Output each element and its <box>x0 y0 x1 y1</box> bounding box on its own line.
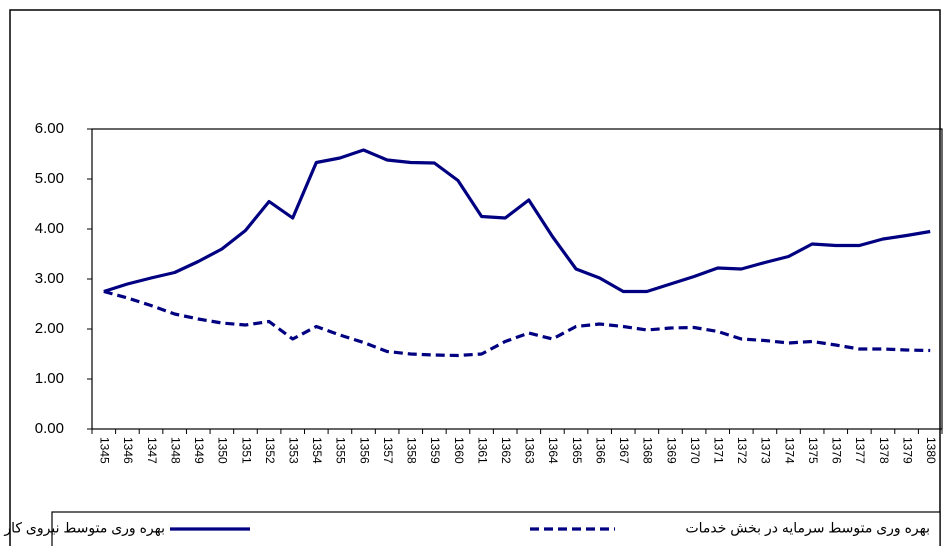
x-tick-label: 1364 <box>546 437 560 464</box>
x-tick-label: 1346 <box>121 437 135 464</box>
x-tick-label: 1370 <box>688 437 702 464</box>
y-tick-label: 5.00 <box>35 170 64 187</box>
x-tick-label: 1362 <box>499 437 513 464</box>
y-tick-label: 6.00 <box>35 120 64 137</box>
y-tick-label: 1.00 <box>35 370 64 387</box>
chart-border <box>9 9 941 546</box>
y-tick-label: 3.00 <box>35 270 64 287</box>
x-tick-label: 1380 <box>924 437 938 464</box>
legend-label: بهره وری متوسط سرمایه در بخش خدمات <box>685 520 930 537</box>
x-tick-label: 1351 <box>239 437 253 464</box>
x-tick-label: 1352 <box>263 437 277 464</box>
x-tick-label: 1372 <box>735 437 749 464</box>
x-tick-label: 1348 <box>168 437 182 464</box>
x-tick-label: 1359 <box>428 437 442 464</box>
x-tick-label: 1355 <box>334 437 348 464</box>
x-tick-label: 1367 <box>617 437 631 464</box>
x-tick-label: 1371 <box>712 437 726 464</box>
y-tick-label: 2.00 <box>35 320 64 337</box>
x-tick-label: 1365 <box>570 437 584 464</box>
x-tick-label: 1361 <box>475 437 489 464</box>
x-tick-label: 1353 <box>287 437 301 464</box>
x-tick-label: 1375 <box>806 437 820 464</box>
x-tick-label: 1357 <box>381 437 395 464</box>
x-tick-label: 1374 <box>782 437 796 464</box>
x-tick-label: 1366 <box>593 437 607 464</box>
x-tick-label: 1363 <box>523 437 537 464</box>
series-line <box>103 148 931 294</box>
x-tick-label: 1360 <box>452 437 466 464</box>
x-tick-label: 1378 <box>877 437 891 464</box>
x-tick-label: 1377 <box>853 437 867 464</box>
x-tick-label: 1379 <box>900 437 914 464</box>
x-tick-label: 1369 <box>664 437 678 464</box>
x-tick-label: 1373 <box>759 437 773 464</box>
x-tick-label: 1358 <box>405 437 419 464</box>
y-tick-label: 0.00 <box>35 420 64 437</box>
x-tick-label: 1347 <box>145 437 159 464</box>
plot-area <box>91 128 943 430</box>
legend-label: بهره وری متوسط نیروی کار در بخش خدمات <box>0 520 165 537</box>
x-tick-label: 1356 <box>357 437 371 464</box>
x-tick-label: 1349 <box>192 437 206 464</box>
x-tick-label: 1345 <box>98 437 112 464</box>
x-tick-label: 1354 <box>310 437 324 464</box>
series-line <box>103 289 931 358</box>
x-tick-label: 1350 <box>216 437 230 464</box>
y-tick-label: 4.00 <box>35 220 64 237</box>
x-tick-label: 1368 <box>641 437 655 464</box>
x-tick-label: 1376 <box>830 437 844 464</box>
